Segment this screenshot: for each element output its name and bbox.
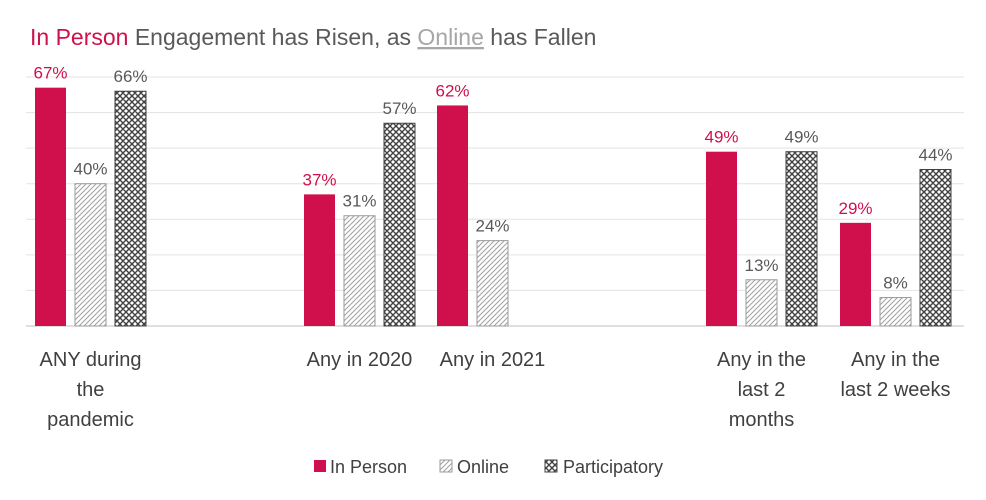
value-label-in-person: 67% (33, 64, 67, 83)
value-label-in-person: 49% (704, 128, 738, 147)
bar-in-person (35, 87, 66, 327)
legend-swatch-online (439, 459, 453, 473)
value-label-online: 24% (475, 217, 509, 236)
category-label: Any in 2021 (440, 349, 546, 371)
bar-online (879, 297, 912, 327)
value-label-online: 8% (883, 274, 908, 293)
legend-label-participatory: Participatory (563, 457, 663, 477)
bar-participatory (919, 168, 952, 327)
title-online: Online (417, 24, 483, 50)
legend-label-in-person: In Person (330, 457, 407, 477)
bar-participatory (785, 151, 818, 327)
category-label: Any in 2020 (307, 349, 413, 371)
value-label-in-person: 37% (302, 170, 336, 189)
bar-online (745, 279, 778, 327)
category-label: ANY during the pandemic (40, 349, 142, 431)
bar-online (74, 183, 107, 327)
category-labels: ANY during the pandemic Any in 2020 Any in 2… (40, 349, 951, 431)
legend-swatch-participatory (544, 459, 558, 473)
value-label-participatory: 57% (382, 99, 416, 118)
value-label-in-person: 62% (435, 81, 469, 100)
value-label-participatory: 49% (784, 128, 818, 147)
bar-participatory (383, 122, 416, 327)
title-in-person: In Person (30, 24, 128, 50)
bar-online (476, 240, 509, 327)
value-label-in-person: 29% (838, 199, 872, 218)
category-label: Any in the last 2 weeks (840, 349, 950, 401)
bar-participatory (114, 90, 147, 327)
bar-in-person (840, 222, 871, 326)
legend-swatch-in-person (314, 460, 326, 472)
bar-in-person (706, 151, 737, 326)
value-labels: 67% 37% 62% 49% 29% 40% 31% 24% 13% 8% 66% 57% 49% 44… (33, 64, 952, 293)
category-label: Any in the last 2 months (717, 349, 806, 431)
bar-in-person (437, 105, 468, 326)
value-label-online: 31% (342, 192, 376, 211)
value-label-online: 40% (73, 160, 107, 179)
chart-title: In Person Engagement has Risen, as Onlin… (30, 24, 596, 50)
legend-label-online: Online (457, 457, 509, 477)
legend: In Person Online Participatory (314, 457, 663, 477)
title-mid: Engagement has Risen, as (128, 24, 417, 50)
bar-in-person (304, 194, 335, 326)
value-label-participatory: 66% (113, 67, 147, 86)
bars (35, 87, 952, 327)
value-label-participatory: 44% (918, 145, 952, 164)
bar-online (343, 215, 376, 327)
title-end: has Fallen (484, 24, 597, 50)
value-label-online: 13% (744, 256, 778, 275)
